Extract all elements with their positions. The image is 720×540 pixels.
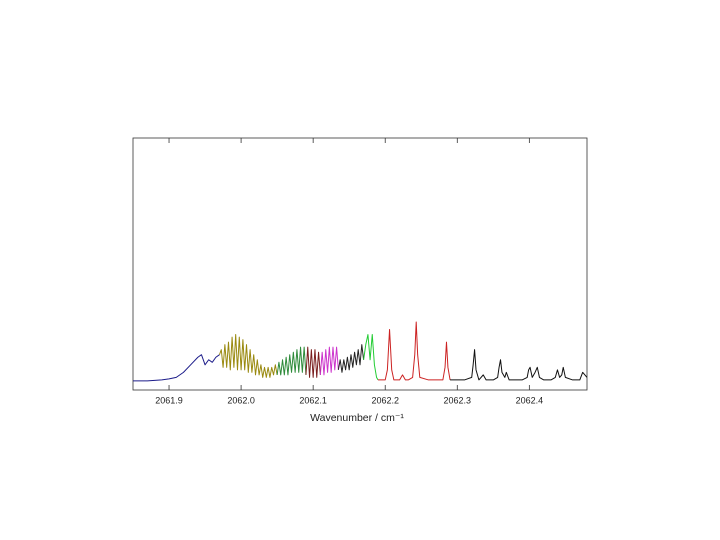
x-tick-label: 2062.2: [371, 395, 399, 405]
spectrum-line: [363, 334, 379, 381]
spectrum-line: [305, 346, 321, 378]
x-tick-label: 2061.9: [155, 395, 183, 405]
spectrum-line: [450, 349, 587, 381]
x-tick-label: 2062.1: [299, 395, 327, 405]
x-tick-label: 2062.4: [516, 395, 544, 405]
plot-frame: [132, 137, 588, 391]
plot-area: [133, 321, 587, 382]
spectrum-line: [337, 344, 365, 373]
spectrum-line: [378, 321, 451, 381]
x-tick-label: 2062.3: [444, 395, 472, 405]
spectrum-line: [319, 346, 339, 376]
spectrum-line: [276, 346, 307, 376]
spectrum-line: [219, 334, 278, 378]
x-tick-label: 2062.0: [227, 395, 255, 405]
x-axis-label: Wavenumber / cm⁻¹: [310, 412, 404, 424]
spectrum-line: [133, 354, 220, 382]
